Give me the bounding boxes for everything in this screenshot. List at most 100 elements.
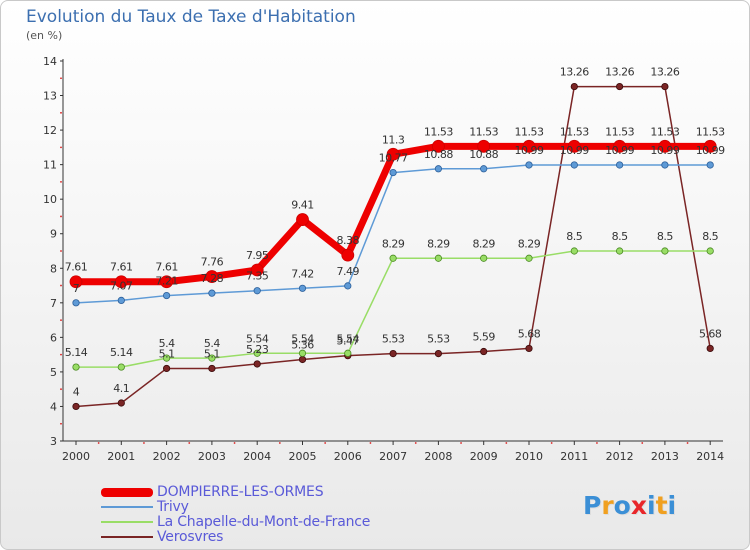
- data-label: 11.53: [696, 125, 725, 138]
- data-point: [208, 289, 216, 297]
- y-minor-tick: [60, 353, 62, 356]
- data-label: 11.53: [560, 125, 589, 138]
- data-label: 7.28: [201, 272, 224, 285]
- data-label: 11.53: [469, 125, 498, 138]
- y-minor-tick: [60, 77, 62, 80]
- legend-item: DOMPIERRE-LES-ORMES: [101, 484, 501, 500]
- x-minor-tick: [686, 442, 689, 444]
- data-label: 7.95: [246, 249, 269, 262]
- data-label: 11.3: [382, 133, 405, 146]
- x-tick-label: 2011: [560, 450, 588, 463]
- x-minor-tick: [505, 442, 508, 444]
- x-tick-label: 2006: [334, 450, 362, 463]
- data-point: [386, 147, 400, 161]
- data-label: 8.5: [657, 230, 673, 243]
- data-point: [205, 270, 219, 283]
- y-minor-tick: [60, 388, 62, 391]
- data-point: [250, 263, 264, 277]
- data-point: [208, 354, 216, 362]
- data-label: 5.54: [246, 332, 269, 345]
- data-label: 5.23: [246, 343, 269, 356]
- data-label: 7.49: [337, 265, 360, 278]
- data-label: 5.4: [159, 337, 175, 350]
- data-point: [480, 165, 488, 173]
- data-label: 5.53: [427, 333, 450, 346]
- legend-label: Verosvres: [157, 529, 224, 545]
- data-label: 8.29: [472, 237, 495, 250]
- data-point: [72, 299, 80, 307]
- y-minor-tick: [60, 146, 62, 149]
- x-tick-label: 2007: [379, 450, 407, 463]
- y-tick-label: 5: [50, 366, 57, 379]
- y-minor-tick: [60, 181, 62, 183]
- data-point: [253, 349, 261, 357]
- data-label: 11.53: [650, 125, 679, 138]
- data-label: 5.53: [382, 333, 405, 346]
- data-label: 10.99: [696, 144, 725, 157]
- x-tick-label: 2005: [289, 450, 317, 463]
- data-point: [160, 275, 174, 289]
- data-point: [525, 254, 533, 262]
- y-tick-label: 10: [43, 193, 57, 206]
- data-point: [613, 139, 626, 153]
- data-point: [431, 139, 445, 153]
- data-point: [344, 349, 352, 357]
- x-tick-label: 2008: [424, 450, 452, 463]
- data-point: [525, 161, 533, 169]
- data-point: [661, 247, 669, 255]
- data-point: [344, 282, 352, 290]
- data-label: 5.54: [291, 332, 314, 345]
- data-label: 5.68: [518, 327, 541, 340]
- legend-item: La Chapelle-du-Mont-de-France: [101, 514, 501, 530]
- x-minor-tick: [414, 442, 417, 444]
- legend-item: Verosvres: [101, 529, 501, 545]
- x-minor-tick: [596, 442, 598, 444]
- x-minor-tick: [143, 442, 145, 444]
- chart-title: Evolution du Taux de Taxe d'Habitation: [26, 7, 356, 27]
- data-point: [72, 402, 80, 411]
- data-point: [658, 139, 672, 153]
- data-label: 10.77: [379, 152, 408, 165]
- data-point: [253, 360, 261, 368]
- data-point: [69, 275, 83, 289]
- x-tick-label: 2014: [696, 450, 724, 463]
- legend: DOMPIERRE-LES-ORMES Trivy La Chapelle-du-M…: [101, 484, 501, 545]
- x-minor-tick: [188, 442, 191, 444]
- x-tick-label: 2012: [606, 450, 634, 463]
- legend-item: Trivy: [101, 499, 501, 515]
- data-point: [117, 363, 125, 371]
- y-tick-label: 8: [50, 262, 57, 275]
- data-label: 11.53: [605, 125, 634, 138]
- data-point: [615, 247, 624, 255]
- data-point: [117, 399, 125, 407]
- data-point: [163, 354, 171, 362]
- y-tick-label: 4: [50, 400, 57, 413]
- data-label: 5.14: [65, 346, 88, 359]
- data-point: [522, 139, 536, 153]
- y-tick-label: 13: [43, 90, 57, 103]
- data-label: 10.99: [560, 144, 589, 157]
- data-point: [570, 247, 578, 255]
- y-tick-label: 3: [50, 435, 57, 448]
- data-point: [341, 248, 355, 262]
- data-point: [298, 355, 307, 364]
- data-label: 11.53: [515, 125, 544, 138]
- data-point: [525, 344, 533, 353]
- y-tick-label: 7: [50, 297, 57, 310]
- legend-label: La Chapelle-du-Mont-de-France: [157, 514, 371, 530]
- data-point: [389, 168, 397, 177]
- y-minor-tick: [60, 284, 62, 287]
- data-label: 5.1: [159, 347, 175, 360]
- data-label: 8.29: [427, 237, 450, 250]
- x-tick-label: 2002: [153, 450, 181, 463]
- y-minor-tick: [60, 215, 62, 218]
- chart-subtitle: (en %): [26, 29, 63, 42]
- y-minor-tick: [60, 111, 62, 114]
- data-label: 7.76: [201, 256, 224, 269]
- data-point: [706, 247, 714, 255]
- proxiti-logo: Proxiti: [583, 491, 677, 520]
- x-tick-label: 2013: [651, 450, 679, 463]
- x-tick-label: 2004: [243, 450, 271, 463]
- data-label: 10.99: [515, 144, 544, 157]
